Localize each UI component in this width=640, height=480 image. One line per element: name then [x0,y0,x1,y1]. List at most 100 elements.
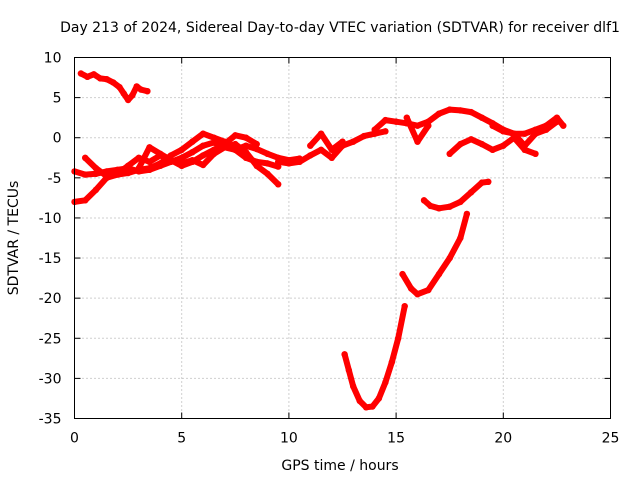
data-point-track-14-6 [375,395,383,402]
data-point-track-6-10 [382,128,389,135]
data-point-track-10-3 [478,140,486,148]
data-point-track-3-12 [199,130,207,137]
data-point-track-4-15 [242,149,250,156]
data-point-track-1-4 [103,76,110,83]
data-point-track-8-18 [560,122,567,129]
x-tick-label-0: 0 [70,431,79,447]
data-point-track-12-5 [467,189,475,196]
data-point-track-11-0 [489,122,496,129]
data-point-track-3-13 [210,134,218,141]
data-point-track-13-7 [463,210,471,218]
data-point-track-9-1 [414,138,421,145]
series-track-7 [307,130,346,153]
data-point-track-13-3 [425,286,432,294]
data-point-track-8-10 [478,114,486,121]
data-point-track-6-0 [275,158,282,165]
y-tick-label-0: -35 [39,412,62,428]
x-axis-label: GPS time / hours [281,458,398,474]
data-point-track-5-8 [221,140,228,148]
data-point-track-11-4 [532,130,539,137]
data-point-track-3-5 [124,169,132,177]
data-point-track-3-7 [146,165,153,172]
data-point-track-13-1 [407,285,415,292]
data-point-track-11-6 [553,118,561,125]
data-point-track-4-4 [124,162,132,169]
data-point-track-1-11 [137,86,145,93]
data-point-track-2-18 [264,150,271,157]
data-point-track-6-2 [296,158,303,165]
y-tick-label-9: 10 [44,51,62,67]
data-point-track-1-3 [97,75,104,82]
y-tick-label-3: -20 [39,291,62,307]
data-point-track-9-0 [403,114,410,121]
y-tick-label-6: -5 [48,171,62,187]
x-tick-label-1: 5 [177,431,186,447]
data-point-track-5-2 [157,150,164,157]
data-point-track-10-4 [489,146,496,153]
data-point-track-7-2 [328,146,335,153]
data-point-track-13-0 [399,270,406,278]
data-point-track-1-7 [120,90,128,97]
series-track-2 [71,139,303,178]
data-point-track-8-9 [467,108,475,116]
data-point-track-14-3 [356,397,363,405]
data-point-track-6-1 [285,160,293,167]
data-point-track-1-12 [144,88,151,95]
ticks: 0 5 10 15 20 25 -35 -30 -25 -20 -15 -10 -5 0 5 10 [39,51,620,447]
data-point-track-10-0 [446,150,453,157]
y-tick-label-2: -25 [39,331,62,347]
data-point-track-4-6 [146,158,153,165]
data-point-track-8-7 [446,106,453,113]
data-point-track-4-14 [232,140,239,148]
data-point-track-1-6 [116,84,123,91]
x-tick-label-4: 20 [494,431,512,447]
data-point-track-6-8 [360,132,368,140]
data-point-track-5-9 [232,132,239,139]
data-point-track-4-18 [275,181,282,188]
data-point-track-6-4 [317,146,325,153]
data-point-track-8-1 [382,116,389,124]
y-tick-label-8: 5 [53,91,62,107]
data-point-track-13-4 [435,270,443,278]
data-point-track-10-5 [500,142,507,149]
x-tick-label-3: 15 [387,431,405,447]
data-point-track-1-8 [124,96,132,104]
data-point-track-4-11 [199,161,207,169]
chart-title: Day 213 of 2024, Sidereal Day-to-day VTE… [60,20,620,36]
data-point-track-13-6 [457,234,464,242]
data-point-track-4-0 [82,154,89,161]
data-point-track-12-3 [446,203,453,210]
data-point-track-5-0 [135,165,142,172]
data-point-track-3-1 [82,197,89,204]
data-point-track-14-5 [369,403,376,410]
data-point-track-1-1 [84,73,91,81]
data-point-track-3-8 [157,160,164,167]
data-point-track-10-8 [532,150,539,157]
data-point-track-6-5 [328,154,335,161]
data-point-track-3-2 [92,186,100,194]
x-tick-label-2: 10 [280,431,298,447]
data-point-track-4-3 [114,170,121,177]
data-point-track-11-3 [521,142,528,149]
data-point-track-3-11 [189,138,196,145]
data-point-track-2-1 [82,171,89,178]
data-point-track-6-7 [350,138,357,145]
data-point-track-11-1 [500,128,507,135]
data-point-track-11-5 [543,126,550,133]
grid [74,57,611,419]
data-point-track-8-4 [414,122,421,129]
data-point-track-7-1 [317,130,325,137]
data-point-track-6-3 [307,152,314,159]
data-point-track-5-5 [189,158,196,165]
data-point-track-1-2 [90,71,98,78]
data-point-track-14-0 [341,351,348,358]
data-point-track-14-2 [350,383,357,390]
data-point-track-14-1 [345,367,353,374]
data-point-track-5-10 [242,134,250,141]
data-point-track-10-1 [457,140,464,148]
data-point-track-12-0 [420,197,428,204]
data-point-track-12-6 [478,179,486,186]
data-point-track-8-0 [371,126,378,133]
data-point-track-14-7 [382,379,389,386]
